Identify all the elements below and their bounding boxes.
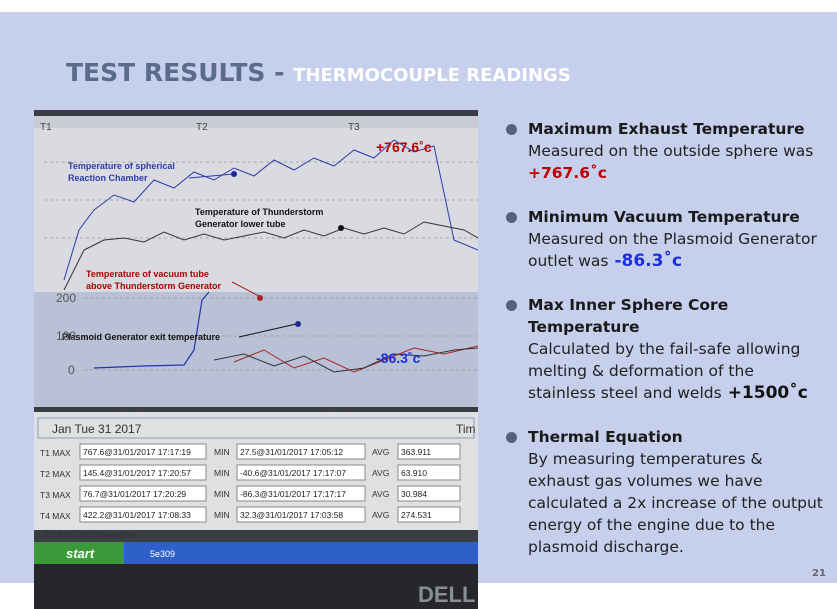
- row-name: T1 MAX: [40, 448, 71, 458]
- avg-value: 363.911: [401, 447, 431, 457]
- title-main: TEST RESULTS -: [66, 58, 293, 87]
- bullet-text: By measuring temperatures & exhaust gas …: [528, 448, 826, 558]
- bullet-item: Maximum Exhaust TemperatureMeasured on t…: [506, 118, 826, 184]
- bullet-value: +1500˚c: [728, 383, 808, 403]
- max-value: 76.7@31/01/2017 17:20:29: [83, 489, 186, 499]
- channel-bar: [34, 116, 478, 128]
- bullet-heading: Max Inner Sphere Core Temperature: [528, 294, 826, 338]
- annotation: Generator lower tube: [195, 219, 286, 229]
- y-label: 0: [68, 363, 75, 377]
- pointer-dot: [295, 321, 301, 327]
- annotation: above Thunderstorm Generator: [86, 281, 222, 291]
- y-label: 100: [56, 329, 76, 343]
- min-label: MIN: [214, 489, 230, 499]
- status: \\.\COM6 Off Connection: [36, 530, 134, 540]
- bullet-heading: Maximum Exhaust Temperature: [528, 118, 826, 140]
- page: { "title": {"main": "TEST RESULTS - ", "…: [0, 0, 837, 609]
- bullet-text: Measured on the outside sphere was +767.6…: [528, 140, 826, 184]
- min-value: -86.3@31/01/2017 17:17:17: [240, 489, 346, 499]
- bullet-dot: [506, 432, 517, 443]
- channel-label: T1: [40, 122, 52, 133]
- pointer-dot: [257, 295, 263, 301]
- annotation: Temperature of Thunderstorm: [195, 207, 323, 217]
- annotation: Plasmoid Generator exit temperature: [62, 332, 220, 342]
- min-value: 32.3@31/01/2017 17:03:58: [240, 510, 343, 520]
- avg-value: 63.910: [401, 468, 427, 478]
- task-label: 5e309: [150, 549, 175, 559]
- pointer-dot: [338, 225, 344, 231]
- max-value: 422.2@31/01/2017 17:08:33: [83, 510, 191, 520]
- bullet-dot: [506, 124, 517, 135]
- slide-title: TEST RESULTS - THERMOCOUPLE READINGS: [66, 58, 571, 87]
- row-name: T3 MAX: [40, 490, 71, 500]
- bullet-heading: Thermal Equation: [528, 426, 826, 448]
- annotation: Temperature of spherical: [68, 161, 175, 171]
- photo: T1 T2 T3 Temperature of spherical Reacti…: [34, 110, 478, 609]
- title-sub: THERMOCOUPLE READINGS: [293, 65, 571, 86]
- annotation: -86.3˚c: [376, 350, 421, 366]
- brand: DELL: [418, 582, 475, 607]
- avg-label: AVG: [372, 489, 389, 499]
- bullet-dot: [506, 300, 517, 311]
- bullet-dot: [506, 212, 517, 223]
- avg-value: 30.984: [401, 489, 427, 499]
- bullet-heading: Minimum Vacuum Temperature: [528, 206, 826, 228]
- avg-label: AVG: [372, 468, 389, 478]
- bullet-body: By measuring temperatures & exhaust gas …: [528, 450, 823, 556]
- bullet-value: +767.6˚c: [528, 162, 826, 184]
- annotation: +767.6˚c: [376, 139, 432, 155]
- channel-label: T3: [348, 122, 360, 133]
- annotation: Reaction Chamber: [68, 173, 148, 183]
- avg-value: 274.531: [401, 510, 432, 520]
- avg-label: AVG: [372, 447, 389, 457]
- bezel: [34, 564, 478, 609]
- bullet-body: Measured on the outside sphere was: [528, 142, 813, 160]
- min-label: MIN: [214, 510, 230, 520]
- annotation: Temperature of vacuum tube: [86, 269, 209, 279]
- channel-label: T2: [196, 122, 208, 133]
- time-header: Tim: [456, 422, 476, 436]
- row-name: T2 MAX: [40, 469, 71, 479]
- min-label: MIN: [214, 468, 230, 478]
- max-value: 767.6@31/01/2017 17:17:19: [83, 447, 191, 457]
- row-name: T4 MAX: [40, 511, 71, 521]
- bullet-text: Measured on the Plasmoid Generator outle…: [528, 228, 826, 272]
- max-value: 145.4@31/01/2017 17:20:57: [83, 468, 191, 478]
- avg-label: AVG: [372, 510, 389, 520]
- start-label: start: [66, 546, 95, 561]
- min-value: -40.6@31/01/2017 17:17:07: [240, 468, 346, 478]
- pointer-dot: [231, 171, 237, 177]
- y-label: 200: [56, 291, 76, 305]
- bullet-text: Calculated by the fail-safe allowing mel…: [528, 338, 826, 404]
- date: Jan Tue 31 2017: [52, 422, 142, 436]
- min-label: MIN: [214, 447, 230, 457]
- bullet-value: -86.3˚c: [614, 251, 682, 271]
- min-value: 27.5@31/01/2017 17:05:12: [240, 447, 343, 457]
